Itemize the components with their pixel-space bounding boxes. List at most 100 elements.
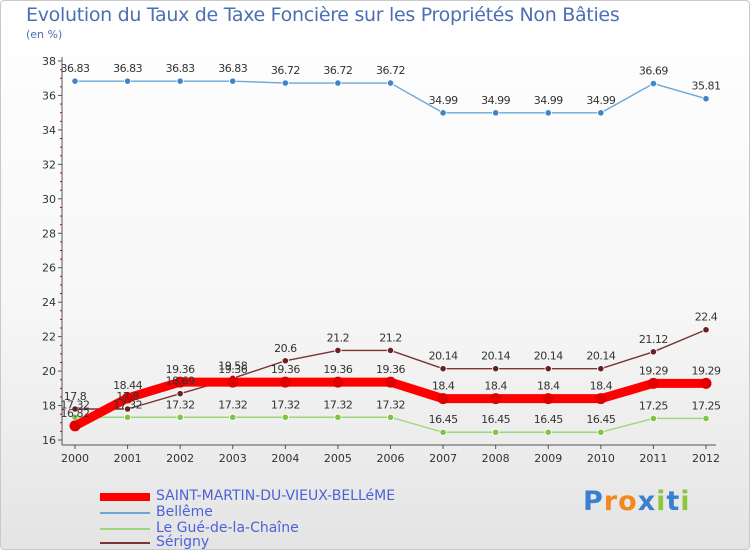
data-point	[649, 414, 658, 423]
y-tick-label: 30	[42, 193, 56, 206]
legend-swatch-saint-martin	[100, 493, 150, 501]
data-point	[71, 77, 79, 85]
data-point	[700, 377, 712, 389]
data-label: 36.72	[323, 64, 352, 77]
data-point	[334, 79, 342, 87]
data-label: 18.69	[166, 375, 195, 388]
x-tick-label: 2001	[114, 452, 142, 465]
data-label: 16.82	[61, 407, 90, 420]
legend-swatch-le-gue	[100, 528, 150, 530]
data-label: 34.99	[481, 94, 510, 107]
data-label: 19.29	[692, 364, 721, 377]
data-point	[542, 393, 554, 405]
data-label: 17.32	[61, 398, 90, 411]
x-tick-label: 2003	[219, 452, 247, 465]
data-point	[702, 414, 710, 423]
y-tick-label: 16	[42, 434, 56, 447]
data-point	[544, 428, 552, 436]
data-label: 36.69	[639, 65, 668, 78]
data-point	[281, 357, 289, 365]
data-point	[227, 376, 239, 388]
data-label: 34.99	[429, 94, 458, 107]
y-tick-label: 18	[42, 400, 56, 413]
data-point	[492, 109, 500, 117]
y-tick-label: 28	[42, 227, 56, 240]
y-tick-label: 34	[42, 124, 56, 137]
data-label: 18.4	[590, 380, 613, 393]
chart-unit-label: (en %)	[26, 28, 63, 41]
legend-swatch-belleme	[100, 512, 150, 514]
x-tick-label: 2006	[377, 452, 405, 465]
x-tick-label: 2008	[482, 452, 510, 465]
data-point	[176, 413, 184, 421]
y-tick-label: 38	[42, 55, 56, 68]
legend-label-le-gue: Le Gué-de-la-Chaîne	[156, 520, 299, 536]
data-point	[229, 77, 237, 85]
data-point	[702, 95, 710, 103]
logo-letter: t	[666, 486, 681, 517]
data-label: 36.83	[218, 62, 247, 75]
data-label: 19.36	[323, 363, 352, 376]
data-label: 20.14	[481, 350, 510, 363]
data-label: 17.32	[271, 398, 300, 411]
data-label: 17.32	[323, 398, 352, 411]
data-point	[439, 428, 447, 436]
data-point	[437, 393, 449, 405]
data-label: 36.83	[166, 62, 195, 75]
data-label: 19.36	[218, 363, 247, 376]
data-point	[71, 405, 79, 413]
data-point	[123, 77, 132, 85]
data-label: 19.58	[218, 359, 247, 372]
data-point	[595, 393, 607, 405]
data-label: 17.8	[116, 390, 139, 403]
y-tick-label: 36	[42, 89, 56, 102]
data-label: 16.45	[586, 413, 615, 426]
x-tick-label: 2007	[429, 452, 457, 465]
data-label: 18.4	[432, 380, 455, 393]
data-point	[647, 377, 659, 389]
data-point	[597, 365, 605, 373]
data-label: 22.4	[695, 311, 718, 324]
data-point	[123, 413, 132, 421]
data-label: 21.2	[327, 331, 350, 344]
x-tick-label: 2009	[534, 452, 562, 465]
y-tick-label: 24	[42, 296, 56, 309]
data-point	[385, 376, 396, 388]
legend-swatch-serigny	[100, 542, 150, 544]
data-label: 17.8	[64, 390, 87, 403]
data-point	[492, 428, 500, 436]
x-tick-label: 2005	[324, 452, 352, 465]
logo-letter: o	[618, 486, 638, 517]
legend-label-saint-martin: SAINT-MARTIN-DU-VIEUX-BELLéME	[156, 488, 396, 504]
data-label: 35.81	[692, 80, 721, 93]
x-tick-label: 2002	[166, 452, 194, 465]
data-label: 21.2	[379, 331, 402, 344]
data-label: 18.4	[537, 380, 560, 393]
data-label: 36.83	[61, 62, 90, 75]
data-point	[597, 428, 605, 436]
data-label: 36.72	[271, 64, 300, 77]
data-point	[492, 365, 500, 373]
data-label: 17.32	[376, 398, 405, 411]
data-label: 19.36	[376, 363, 405, 376]
legend-label-serigny: Sérigny	[156, 534, 210, 550]
data-label: 34.99	[586, 94, 615, 107]
data-label: 20.14	[586, 350, 615, 363]
data-label: 20.6	[274, 342, 297, 355]
data-label: 16.45	[429, 413, 458, 426]
data-label: 19.36	[166, 363, 195, 376]
data-point	[279, 376, 291, 388]
data-label: 17.25	[639, 399, 668, 412]
data-point	[334, 346, 342, 355]
logo-letter: r	[603, 486, 619, 517]
x-tick-label: 2011	[639, 452, 667, 465]
data-point	[332, 376, 344, 388]
data-point	[490, 393, 502, 405]
x-tick-label: 2004	[271, 452, 299, 465]
data-point	[386, 346, 395, 355]
x-tick-label: 2010	[587, 452, 615, 465]
logo-letter: i	[656, 486, 667, 517]
data-label: 16.45	[534, 413, 563, 426]
chart-title: Evolution du Taux de Taxe Foncière sur l…	[26, 4, 620, 26]
data-point	[174, 376, 186, 388]
